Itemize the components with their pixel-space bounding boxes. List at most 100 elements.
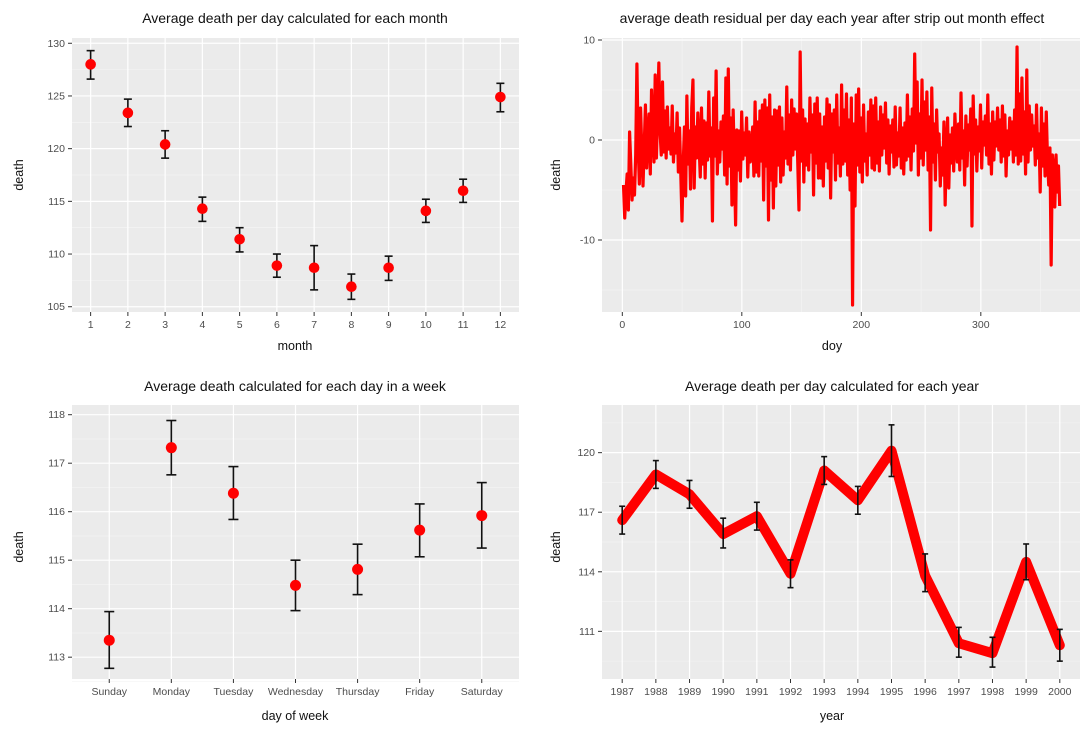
x-tick-label: 9 [386,319,392,331]
x-tick-label: 12 [495,319,507,331]
y-tick-label: 110 [48,249,65,261]
y-tick-label: 114 [578,566,595,578]
y-axis-label: death [549,531,563,562]
year-line [617,445,1065,659]
y-tick-label: 0 [589,135,595,147]
x-tick-label: 1992 [779,686,803,698]
x-tick-label: 1998 [981,686,1005,698]
y-tick-label: 115 [48,196,65,208]
data-point [346,281,357,293]
x-tick-label: 6 [274,319,280,331]
x-tick-label: 3 [162,319,168,331]
y-tick-label: 10 [583,35,595,47]
x-tick-label: 1 [88,319,94,331]
data-point [420,205,432,217]
y-axis: 111 114 117 120 [577,447,602,638]
x-tick-label: 0 [619,319,625,331]
y-axis: -10 0 10 [580,35,602,247]
y-tick-label: 111 [579,626,595,638]
x-tick-label: Thursday [336,686,381,698]
x-tick-label: 11 [458,319,469,331]
data-point [457,185,469,197]
x-tick-label: 10 [420,319,432,331]
x-tick-label: 1993 [812,686,836,698]
data-point [103,634,115,646]
data-point [227,487,239,499]
residual-line [621,45,1062,307]
year-chart: Average death per day calculated for eac… [549,378,1080,723]
x-axis: Sunday Monday Tuesday Wednesday Thursday Frid… [91,679,504,698]
data-point [85,59,96,70]
x-tick-label: 1995 [880,686,904,698]
x-axis: 0 100 200 300 [619,312,990,331]
x-axis: 1987 1988 1989 1990 1991 1992 1993 1994 1995 1996… [611,679,1072,698]
data-point [352,563,364,575]
x-tick-label: 200 [853,319,871,331]
x-tick-label: 2000 [1048,686,1072,698]
y-tick-label: 115 [48,555,65,567]
x-tick-label: Sunday [91,686,127,698]
data-point [234,233,245,245]
x-tick-label: 1987 [611,686,635,698]
grid [602,405,1080,679]
y-tick-label: 130 [47,38,65,50]
y-axis-label: death [549,159,563,190]
x-tick-label: Saturday [461,686,504,698]
month-chart: Average death per day calculated for eac… [12,10,519,353]
x-tick-label: 1988 [644,686,668,698]
x-tick-label: Tuesday [213,686,254,698]
doy-residual-chart: average death residual per day each year… [549,10,1080,353]
x-tick-label: 8 [348,319,354,331]
data-point [308,262,320,274]
chart-title: Average death calculated for each day in… [144,378,447,394]
x-tick-label: 1996 [913,686,937,698]
weekday-chart-panel: Average death calculated for each day in… [0,365,540,737]
x-tick-label: 4 [199,319,205,331]
data-point [383,262,394,274]
data-point [197,203,208,215]
data-point [476,510,488,522]
x-tick-label: 1994 [846,686,870,698]
x-axis-label: doy [822,339,843,353]
data-point [122,107,134,119]
chart-title: Average death per day calculated for eac… [142,10,448,26]
x-tick-label: 1990 [712,686,736,698]
x-tick-label: 5 [237,319,243,331]
y-axis-label: death [12,159,26,190]
y-tick-label: 116 [48,506,65,518]
x-tick-label: 7 [311,319,317,331]
x-tick-label: Wednesday [268,686,324,698]
y-tick-label: 117 [48,458,65,470]
y-tick-label: 114 [48,603,65,615]
x-tick-label: 1997 [947,686,971,698]
doy-residual-chart-panel: average death residual per day each year… [540,0,1087,365]
data-point [165,442,177,454]
data-point [495,91,506,103]
y-axis-label: death [12,531,26,562]
x-tick-label: 1991 [745,686,769,698]
y-axis: 105 110 115 120 125 130 [47,38,72,313]
x-tick-label: 100 [733,319,751,331]
data-point [290,579,301,591]
chart-title: Average death per day calculated for eac… [685,378,979,394]
x-tick-label: 300 [972,319,990,331]
year-chart-panel: Average death per day calculated for eac… [540,365,1087,737]
x-tick-label: 1989 [678,686,702,698]
chart-title: average death residual per day each year… [620,10,1045,26]
y-tick-label: 118 [48,409,65,421]
data-points [103,442,488,646]
x-tick-label: Monday [153,686,191,698]
month-chart-panel: Average death per day calculated for eac… [0,0,540,365]
x-tick-label: Friday [405,686,435,698]
x-axis-label: month [278,339,313,353]
x-axis: 1 2 3 4 5 6 7 8 9 10 11 12 [88,312,507,331]
error-bars [619,424,1063,668]
y-tick-label: 117 [578,507,595,519]
data-point [414,524,426,536]
x-tick-label: 2 [125,319,131,331]
x-axis-label: day of week [262,709,329,723]
y-tick-label: 113 [48,652,65,664]
y-tick-label: -10 [580,235,595,247]
y-tick-label: 120 [577,447,595,459]
x-tick-label: 1999 [1014,686,1038,698]
